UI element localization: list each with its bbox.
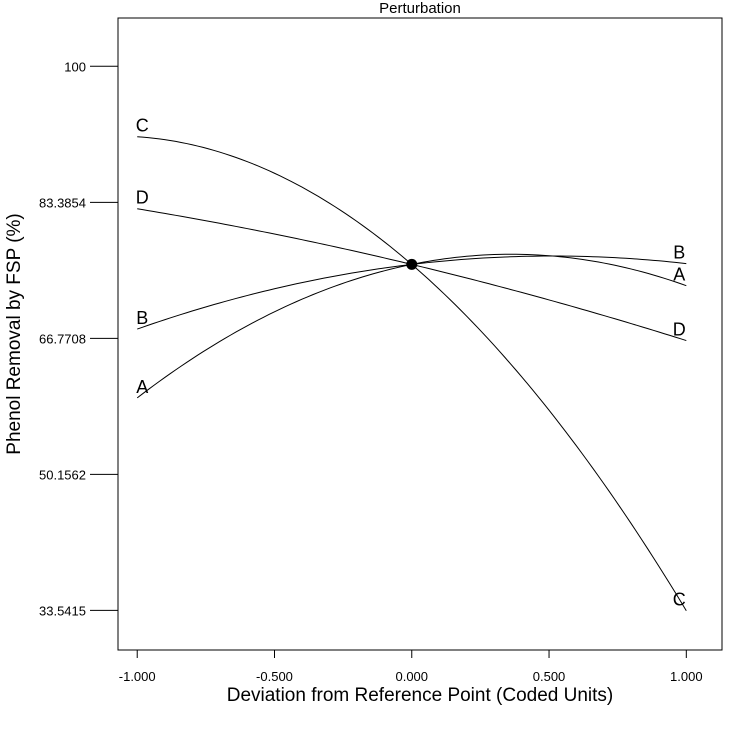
- curve-C: [137, 136, 687, 611]
- y-tick-label: 66.7708: [39, 331, 86, 346]
- curve-label-D-right: D: [673, 320, 686, 340]
- curve-A: [136, 253, 687, 399]
- curve-label-A-right: A: [673, 265, 685, 285]
- y-axis: 33.5415 50.1562 66.7708 83.3854 100: [39, 59, 118, 618]
- y-tick-label: 100: [64, 59, 86, 74]
- curve-label-C-left: C: [136, 116, 149, 136]
- curve-label-B-right: B: [673, 243, 685, 263]
- y-tick-label: 83.3854: [39, 195, 86, 210]
- curve-D: [137, 208, 687, 342]
- reference-point-marker: [406, 258, 418, 270]
- curves: [136, 136, 687, 611]
- curve-label-B-left: B: [136, 308, 148, 328]
- x-axis: -1.000 -0.500 0.000 0.500 1.000: [119, 650, 703, 684]
- plot-frame: [117, 17, 723, 651]
- x-tick-label: -1.000: [119, 669, 156, 684]
- curve-label-A-left: A: [136, 377, 148, 397]
- x-tick-label: 0.000: [395, 669, 428, 684]
- x-axis-title: Deviation from Reference Point (Coded Un…: [227, 685, 614, 706]
- chart-title: Perturbation: [379, 0, 461, 17]
- y-axis-title: Phenol Removal by FSP (%): [4, 213, 25, 454]
- x-tick-label: 0.500: [533, 669, 566, 684]
- x-tick-label: -0.500: [256, 669, 293, 684]
- y-tick-label: 33.5415: [39, 603, 86, 618]
- x-tick-label: 1.000: [670, 669, 703, 684]
- curve-label-D-left: D: [136, 188, 149, 208]
- curve-label-C-right: C: [673, 590, 686, 610]
- y-tick-label: 50.1562: [39, 467, 86, 482]
